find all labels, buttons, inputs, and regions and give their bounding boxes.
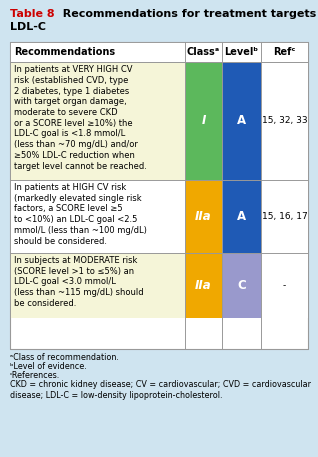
Text: I: I [201, 115, 206, 128]
Bar [10, 180, 185, 253]
Text: A: A [237, 210, 246, 223]
Bar [10, 42, 308, 62]
Text: IIa: IIa [195, 210, 212, 223]
Text: A: A [237, 115, 246, 128]
Text: Refᶜ: Refᶜ [273, 47, 296, 57]
Text: C: C [237, 279, 246, 292]
Text: ᵃClass of recommendation.: ᵃClass of recommendation. [10, 353, 119, 362]
Text: Recommendations for treatment targets for: Recommendations for treatment targets fo… [55, 9, 318, 19]
Bar [185, 180, 222, 253]
Bar [222, 253, 261, 318]
Text: 15, 32, 33: 15, 32, 33 [262, 117, 307, 126]
Text: IIa: IIa [195, 279, 212, 292]
Bar [185, 62, 222, 180]
Text: LDL-C: LDL-C [10, 22, 46, 32]
Bar [185, 253, 222, 318]
Text: Classᵃ: Classᵃ [187, 47, 220, 57]
Text: In patients at HIGH CV risk
(markedly elevated single risk
factors, a SCORE leve: In patients at HIGH CV risk (markedly el… [14, 183, 147, 246]
Bar [261, 62, 308, 180]
Bar [10, 62, 185, 180]
Bar [222, 62, 261, 180]
Text: -: - [283, 281, 286, 290]
Text: In patients at VERY HIGH CV
risk (established CVD, type
2 diabetes, type 1 diabe: In patients at VERY HIGH CV risk (establ… [14, 65, 147, 171]
Bar [10, 253, 185, 318]
Bar [222, 180, 261, 253]
Text: 15, 16, 17: 15, 16, 17 [262, 212, 308, 221]
Text: ᶜReferences.: ᶜReferences. [10, 371, 60, 380]
Text: Recommendations: Recommendations [14, 47, 115, 57]
Text: CKD = chronic kidney disease; CV = cardiovascular; CVD = cardiovascular
disease;: CKD = chronic kidney disease; CV = cardi… [10, 380, 311, 400]
Text: In subjects at MODERATE risk
(SCORE level >1 to ≤5%) an
LDL-C goal <3.0 mmol/L
(: In subjects at MODERATE risk (SCORE leve… [14, 256, 144, 308]
Bar [261, 180, 308, 253]
Text: Levelᵇ: Levelᵇ [225, 47, 259, 57]
Bar [10, 42, 308, 349]
Text: Table 8: Table 8 [10, 9, 55, 19]
Bar [261, 253, 308, 318]
Text: ᵇLevel of evidence.: ᵇLevel of evidence. [10, 362, 87, 371]
